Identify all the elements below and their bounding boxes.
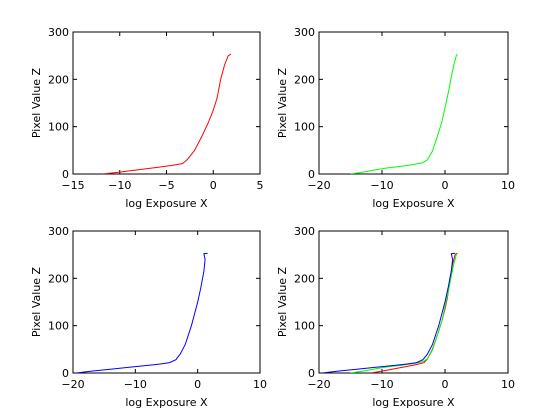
x-tick-label: −5 xyxy=(158,179,174,192)
x-tick-label: 10 xyxy=(501,179,515,192)
series-line-1 xyxy=(76,252,208,373)
x-tick-label: 0 xyxy=(442,378,449,391)
x-axis-label: log Exposure X xyxy=(372,396,455,409)
y-tick-label: 0 xyxy=(62,367,69,380)
x-tick-label: −15 xyxy=(61,179,84,192)
x-tick-label: −10 xyxy=(370,378,393,391)
x-axis-label: log Exposure X xyxy=(125,396,208,409)
y-tick-label: 100 xyxy=(294,121,315,134)
x-tick-label: −20 xyxy=(307,179,330,192)
plot-area-frame xyxy=(72,31,261,175)
y-tick-label: 100 xyxy=(48,320,69,333)
y-tick-label: 100 xyxy=(294,320,315,333)
plot-area-frame xyxy=(318,230,509,374)
y-axis-label: Pixel Value Z xyxy=(30,266,43,337)
x-tick-label: −10 xyxy=(108,179,131,192)
y-tick-label: 0 xyxy=(308,367,315,380)
x-tick-label: 10 xyxy=(501,378,515,391)
y-tick-label: 300 xyxy=(48,26,69,39)
x-tick-label: −20 xyxy=(61,378,84,391)
plot-area-frame xyxy=(72,230,261,374)
y-tick-label: 200 xyxy=(294,272,315,285)
y-axis-label: Pixel Value Z xyxy=(276,67,289,138)
series-line-2 xyxy=(350,252,458,373)
y-tick-label: 0 xyxy=(62,168,69,181)
y-tick-label: 100 xyxy=(48,121,69,134)
x-tick-label: 0 xyxy=(194,378,201,391)
x-axis-label: log Exposure X xyxy=(125,197,208,210)
y-tick-label: 0 xyxy=(308,168,315,181)
y-tick-label: 200 xyxy=(294,73,315,86)
y-axis-label: Pixel Value Z xyxy=(276,266,289,337)
plot-area-frame xyxy=(318,31,509,175)
series-line-1 xyxy=(350,53,458,174)
y-tick-label: 200 xyxy=(48,73,69,86)
x-tick-label: −10 xyxy=(370,179,393,192)
y-axis-label: Pixel Value Z xyxy=(30,67,43,138)
y-tick-label: 300 xyxy=(294,26,315,39)
x-tick-label: 0 xyxy=(442,179,449,192)
y-tick-label: 300 xyxy=(48,225,69,238)
x-tick-label: 5 xyxy=(257,179,264,192)
x-tick-label: −20 xyxy=(307,378,330,391)
series-line-3 xyxy=(322,252,456,373)
x-axis-label: log Exposure X xyxy=(372,197,455,210)
series-line-1 xyxy=(102,53,232,174)
x-tick-label: 10 xyxy=(253,378,267,391)
y-tick-label: 200 xyxy=(48,272,69,285)
x-tick-label: −10 xyxy=(124,378,147,391)
y-tick-label: 300 xyxy=(294,225,315,238)
x-tick-label: 0 xyxy=(210,179,217,192)
